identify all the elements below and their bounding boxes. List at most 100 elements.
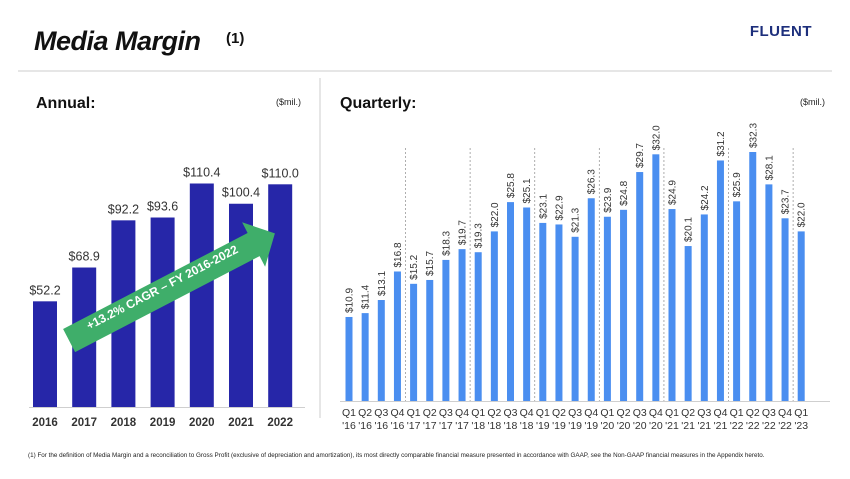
annual-value-label: $93.6 — [147, 200, 178, 214]
quarterly-bar — [636, 172, 644, 401]
quarterly-value-label: $23.1 — [538, 193, 549, 218]
annual-axis-line — [29, 407, 305, 408]
annual-section-title: Annual: — [36, 95, 96, 112]
quarterly-bar — [797, 231, 805, 401]
quarterly-quarter-label: Q1 — [342, 407, 356, 419]
quarterly-quarter-label: Q3 — [633, 407, 647, 419]
quarterly-bar — [555, 224, 563, 401]
quarterly-year-label: '16 — [358, 420, 372, 432]
annual-value-label: $52.2 — [29, 283, 60, 297]
quarterly-year-label: '16 — [342, 420, 356, 432]
quarterly-quarter-label: Q4 — [390, 407, 404, 419]
quarterly-year-label: '17 — [455, 420, 469, 432]
quarterly-year-label: '22 — [730, 420, 744, 432]
title-footnote-marker: (1) — [226, 30, 245, 47]
cagr-arrow-shape — [63, 222, 275, 353]
quarterly-value-label: $23.9 — [603, 187, 614, 212]
quarterly-year-label: '18 — [488, 420, 502, 432]
quarterly-value-label: $24.2 — [700, 185, 711, 210]
annual-category-label: 2018 — [111, 417, 137, 429]
quarterly-bar — [749, 152, 757, 401]
quarterly-value-label: $31.2 — [716, 131, 727, 156]
quarterly-quarter-label: Q3 — [374, 407, 388, 419]
quarterly-quarter-label: Q3 — [503, 407, 517, 419]
quarterly-year-label: '22 — [762, 420, 776, 432]
quarterly-quarter-label: Q3 — [568, 407, 582, 419]
annual-category-label: 2016 — [32, 417, 58, 429]
quarterly-quarter-label: Q3 — [697, 407, 711, 419]
quarterly-bar — [393, 271, 401, 401]
annual-chart: $52.2 2016 $68.9 2017 $92.2 2018 $93.6 2019 $110… — [29, 166, 305, 429]
quarterly-year-label: '20 — [617, 420, 631, 432]
quarterly-quarter-label: Q2 — [681, 407, 695, 419]
annual-category-label: 2017 — [71, 417, 97, 429]
footnote: (1) For the definition of Media Margin a… — [28, 452, 765, 459]
quarterly-value-label: $24.8 — [619, 180, 630, 205]
quarterly-quarter-label: Q2 — [487, 407, 501, 419]
quarterly-value-label: $26.3 — [587, 169, 598, 194]
quarterly-quarter-label: Q1 — [471, 407, 485, 419]
quarterly-year-label: '17 — [407, 420, 421, 432]
quarterly-bar — [410, 283, 418, 401]
quarterly-quarter-label: Q1 — [794, 407, 808, 419]
quarterly-bar — [587, 198, 595, 401]
quarterly-bar — [458, 249, 466, 401]
quarterly-value-label: $25.8 — [506, 173, 517, 198]
quarterly-quarter-label: Q1 — [407, 407, 421, 419]
quarterly-quarter-label: Q1 — [665, 407, 679, 419]
fluent-logo: FLUENT — [749, 23, 812, 40]
quarterly-quarter-label: Q4 — [713, 407, 727, 419]
quarterly-bar — [652, 154, 660, 401]
quarterly-value-label: $21.3 — [571, 207, 582, 232]
panel-divider — [319, 78, 321, 418]
quarterly-year-label: '17 — [439, 420, 453, 432]
quarterly-bar — [620, 209, 628, 401]
quarterly-value-label: $19.3 — [474, 223, 485, 248]
quarterly-value-label: $25.9 — [732, 172, 743, 197]
quarterly-year-label: '20 — [601, 420, 615, 432]
quarterly-quarter-label: Q3 — [762, 407, 776, 419]
quarterly-value-label: $29.7 — [635, 143, 646, 168]
quarterly-bar — [733, 201, 741, 401]
quarterly-year-label: '18 — [504, 420, 518, 432]
quarterly-value-label: $15.7 — [425, 251, 436, 276]
quarterly-bar — [507, 202, 514, 401]
quarterly-bar — [571, 236, 579, 401]
quarterly-value-label: $22.9 — [554, 195, 565, 220]
annual-category-label: 2022 — [267, 417, 293, 429]
quarterly-quarter-label: Q3 — [439, 407, 453, 419]
quarterly-year-label: '21 — [665, 420, 679, 432]
quarterly-year-label: '23 — [794, 420, 808, 432]
quarterly-quarter-label: Q4 — [584, 407, 598, 419]
quarterly-quarter-label: Q4 — [778, 407, 792, 419]
quarterly-year-label: '22 — [746, 420, 760, 432]
quarterly-year-label: '16 — [374, 420, 388, 432]
quarterly-quarter-label: Q1 — [600, 407, 614, 419]
quarterly-bar — [426, 279, 434, 401]
quarterly-year-label: '18 — [471, 420, 485, 432]
quarterly-quarter-label: Q2 — [423, 407, 437, 419]
quarterly-bar — [700, 214, 708, 401]
annual-value-label: $110.4 — [183, 166, 220, 180]
quarterly-quarter-label: Q4 — [649, 407, 663, 419]
quarterly-value-label: $32.0 — [651, 125, 662, 150]
quarterly-value-label: $11.4 — [361, 284, 372, 309]
quarterly-bar — [523, 207, 531, 401]
quarterly-value-label: $20.1 — [684, 217, 695, 242]
quarterly-value-label: $24.9 — [668, 180, 679, 205]
quarterly-quarter-label: Q2 — [617, 407, 631, 419]
quarterly-quarter-label: Q1 — [730, 407, 744, 419]
quarterly-bar — [345, 316, 353, 401]
quarterly-value-label: $19.7 — [458, 220, 469, 245]
quarterly-year-label: '21 — [697, 420, 711, 432]
quarterly-year-label: '21 — [681, 420, 695, 432]
quarterly-year-label: '19 — [568, 420, 582, 432]
quarterly-value-label: $22.0 — [797, 202, 808, 227]
quarterly-value-label: $18.3 — [441, 230, 452, 255]
quarterly-value-label: $15.2 — [409, 254, 420, 279]
quarterly-year-label: '18 — [520, 420, 534, 432]
annual-category-label: 2019 — [150, 417, 176, 429]
quarterly-bar — [668, 209, 676, 401]
annual-bar — [268, 184, 293, 407]
quarterly-quarter-label: Q1 — [536, 407, 550, 419]
